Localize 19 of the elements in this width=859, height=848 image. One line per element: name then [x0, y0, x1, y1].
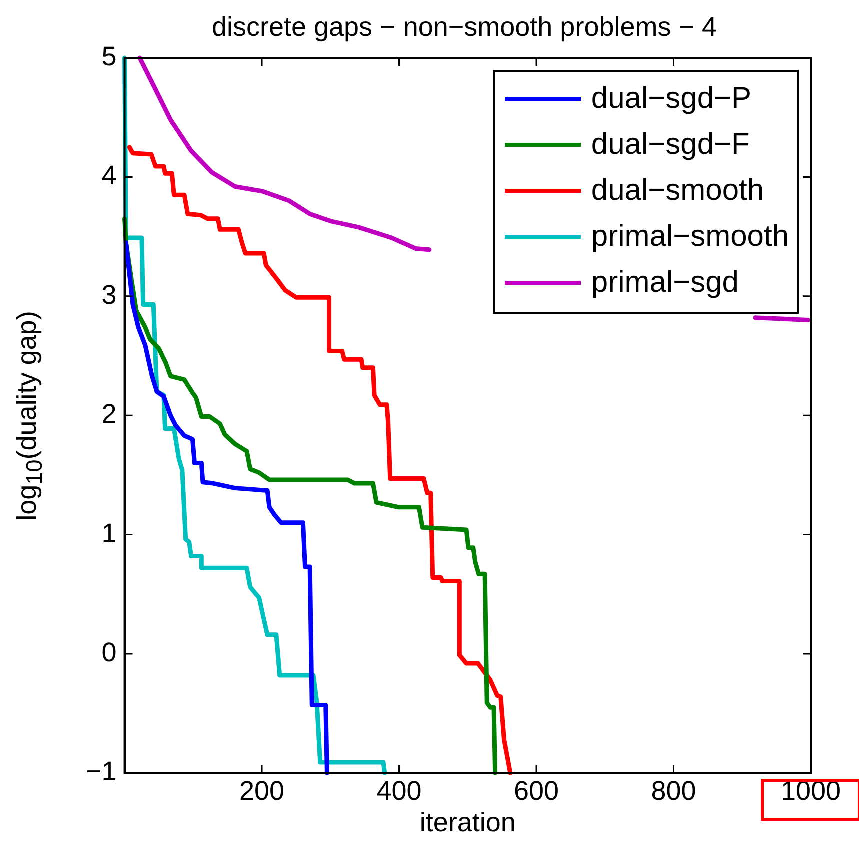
chart-title: discrete gaps − non−smooth problems − 4: [210, 12, 718, 43]
x-tick-label: 1000: [780, 776, 842, 806]
y-tick-label: 0: [102, 637, 117, 668]
y-tick-label: 1: [102, 518, 117, 548]
y-tick-label: 5: [102, 41, 117, 72]
x-tick-label: 200: [239, 776, 285, 806]
legend-label: dual−sgd−F: [591, 128, 750, 162]
legend-label: dual−sgd−P: [591, 82, 752, 116]
x-axis-title: iteration: [420, 807, 516, 838]
legend-label: primal−sgd: [591, 266, 739, 300]
legend-label: primal−smooth: [591, 220, 789, 254]
x-tick-label: 400: [376, 776, 422, 806]
y-tick-label: 4: [102, 160, 117, 191]
y-tick-label: 3: [102, 280, 117, 310]
y-tick-label: 2: [102, 399, 117, 430]
x-tick-label: 800: [651, 776, 696, 806]
y-tick-label: −1: [86, 756, 117, 787]
legend-label: dual−smooth: [591, 174, 764, 208]
x-tick-label: 600: [514, 776, 560, 806]
